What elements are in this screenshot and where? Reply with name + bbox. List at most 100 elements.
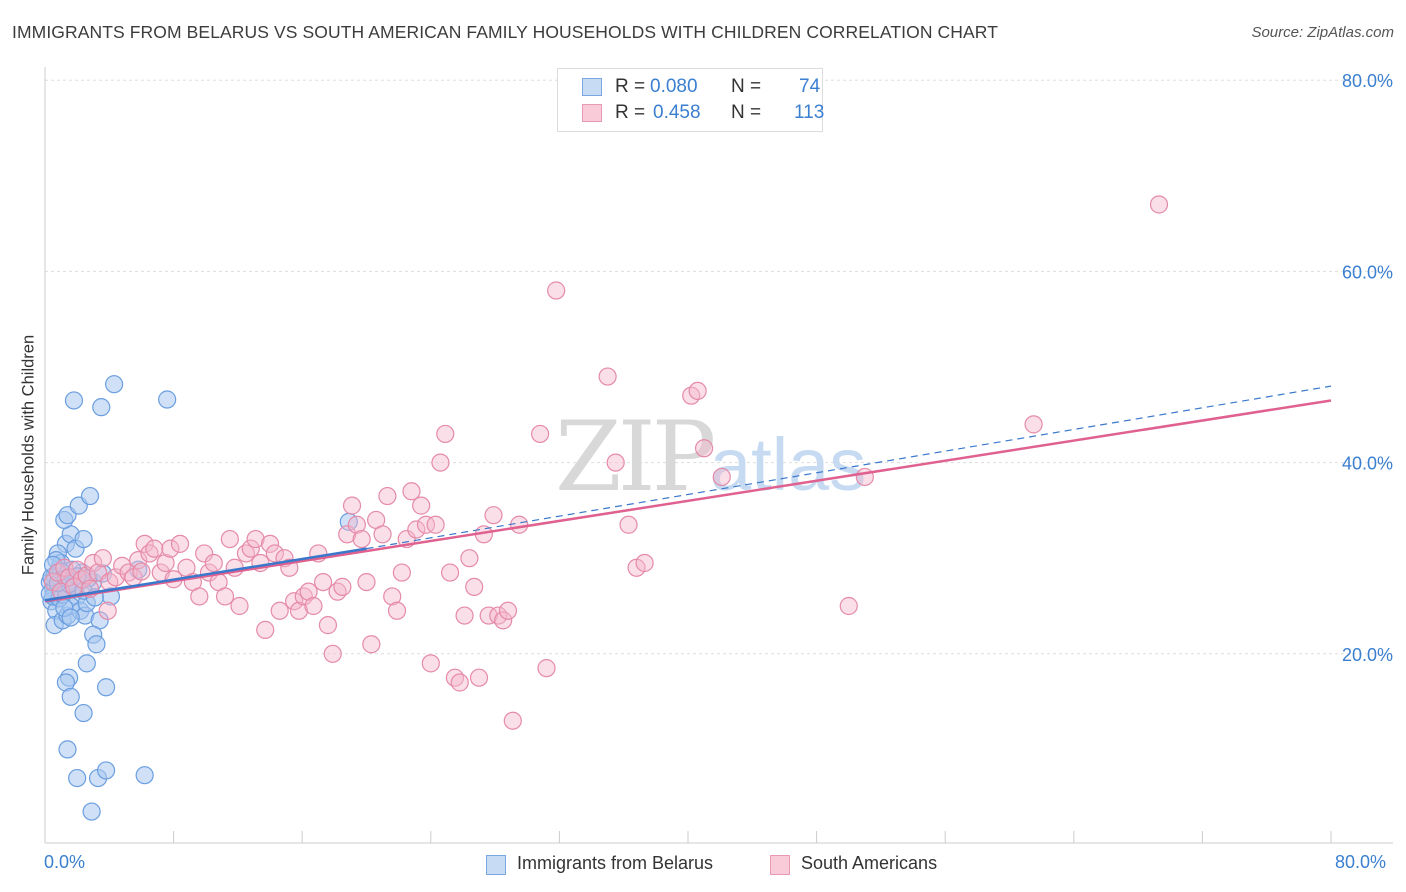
- legend-swatch-south-americans: [582, 104, 602, 122]
- data-point-south-americans: [220, 529, 239, 549]
- data-point-south-americans: [494, 611, 513, 630]
- watermark-zip: ZIP: [555, 401, 714, 513]
- data-point-belarus: [61, 687, 80, 706]
- data-point-south-americans: [479, 606, 498, 625]
- y-tick-label: 80.0%: [1342, 71, 1393, 91]
- data-point-south-americans: [412, 496, 431, 515]
- data-point-south-americans: [855, 467, 874, 487]
- data-point-south-americans: [635, 553, 654, 573]
- data-point-south-americans: [270, 601, 289, 620]
- gridlines: [45, 79, 1393, 655]
- data-point-south-americans: [342, 496, 362, 515]
- data-point-south-americans: [93, 549, 112, 568]
- y-tick-label: 60.0%: [1342, 262, 1393, 282]
- data-point-belarus: [96, 761, 116, 780]
- data-point-belarus: [74, 703, 93, 723]
- data-point-south-americans: [694, 439, 714, 458]
- data-point-south-americans: [129, 551, 148, 570]
- data-point-south-americans: [352, 529, 371, 549]
- data-point-south-americans: [156, 553, 175, 573]
- legend-label-belarus: Immigrants from Belarus: [517, 853, 714, 873]
- data-point-belarus: [92, 398, 111, 417]
- data-point-south-americans: [204, 553, 223, 573]
- y-tick-label: 40.0%: [1342, 454, 1393, 474]
- legend-n-label: N =: [731, 102, 762, 123]
- data-point-south-americans: [230, 596, 249, 616]
- data-point-south-americans: [265, 544, 284, 563]
- data-point-south-americans: [455, 606, 474, 625]
- data-point-south-americans: [338, 525, 357, 544]
- data-point-belarus: [61, 608, 80, 627]
- data-point-south-americans: [1024, 415, 1043, 434]
- legend-n-value: 74: [799, 76, 821, 97]
- y-tick-labels: 20.0% 40.0% 60.0% 80.0%: [1342, 71, 1393, 665]
- data-point-south-americans: [383, 587, 402, 606]
- legend-r-value: 0.458: [653, 102, 701, 123]
- data-point-south-americans: [531, 424, 550, 444]
- data-point-belarus: [87, 635, 106, 654]
- data-point-south-americans: [313, 572, 333, 592]
- data-point-south-americans: [392, 563, 411, 582]
- data-point-south-americans: [289, 601, 309, 620]
- data-point-south-americans: [465, 577, 484, 596]
- data-point-south-americans: [113, 556, 132, 575]
- x-tick-label-max: 80.0%: [1335, 852, 1387, 872]
- data-point-south-americans: [333, 577, 352, 596]
- data-point-south-americans: [347, 515, 366, 534]
- data-point-south-americans: [510, 515, 529, 534]
- data-point-south-americans: [84, 553, 103, 573]
- data-point-south-americans: [318, 616, 338, 635]
- data-point-belarus: [64, 391, 84, 410]
- data-point-south-americans: [323, 644, 342, 663]
- data-point-south-americans: [426, 515, 445, 534]
- data-point-south-americans: [170, 534, 190, 553]
- data-point-south-americans: [241, 539, 260, 558]
- data-point-south-americans: [619, 515, 638, 534]
- data-point-south-americans: [161, 539, 180, 558]
- data-point-south-americans: [606, 453, 625, 472]
- data-point-south-americans: [145, 539, 164, 558]
- legend-label-south-americans: South Americans: [801, 853, 938, 873]
- data-point-south-americans: [450, 673, 469, 692]
- y-tick-label: 20.0%: [1342, 645, 1393, 665]
- legend-swatch-belarus: [486, 855, 506, 875]
- data-point-south-americans: [373, 525, 392, 544]
- data-point-south-americans: [256, 620, 275, 640]
- data-point-south-americans: [431, 453, 450, 472]
- data-point-belarus: [74, 529, 93, 549]
- legend-swatch-south-americans: [770, 855, 790, 875]
- data-point-south-americans: [460, 549, 479, 568]
- data-point-south-americans: [503, 711, 522, 730]
- data-point-south-americans: [132, 562, 151, 581]
- data-point-south-americans: [304, 596, 323, 616]
- data-point-south-americans: [362, 635, 381, 654]
- series-legend: Immigrants from Belarus South Americans: [0, 852, 1406, 878]
- data-point-south-americans: [98, 601, 117, 620]
- legend-r-label: R =: [615, 76, 646, 97]
- data-point-south-americans: [135, 534, 154, 553]
- legend-n-label: N =: [731, 76, 762, 97]
- legend-swatch-belarus: [582, 78, 602, 96]
- data-point-south-americans: [357, 572, 376, 592]
- legend-r-value: 0.080: [650, 76, 698, 97]
- data-point-south-americans: [421, 654, 440, 673]
- data-point-south-americans: [407, 520, 426, 539]
- data-point-belarus: [158, 390, 177, 409]
- series-south-americans-points: [43, 195, 1169, 730]
- stats-legend: R = 0.080 N = 74 R = 0.458 N = 113: [557, 68, 824, 132]
- legend-r-label: R =: [615, 102, 646, 123]
- chart-title: IMMIGRANTS FROM BELARUS VS SOUTH AMERICA…: [12, 22, 998, 42]
- data-point-south-americans: [246, 529, 265, 549]
- data-point-south-americans: [537, 659, 556, 678]
- data-point-south-americans: [378, 486, 397, 506]
- data-point-belarus: [96, 678, 116, 697]
- data-point-south-americans: [688, 381, 707, 400]
- data-point-south-americans: [195, 544, 214, 563]
- data-point-south-americans: [469, 668, 489, 687]
- axes: [44, 67, 1393, 844]
- trend-line-belarus: [44, 547, 367, 602]
- data-point-south-americans: [440, 563, 460, 582]
- data-point-belarus: [80, 486, 100, 506]
- data-point-south-americans: [68, 560, 87, 579]
